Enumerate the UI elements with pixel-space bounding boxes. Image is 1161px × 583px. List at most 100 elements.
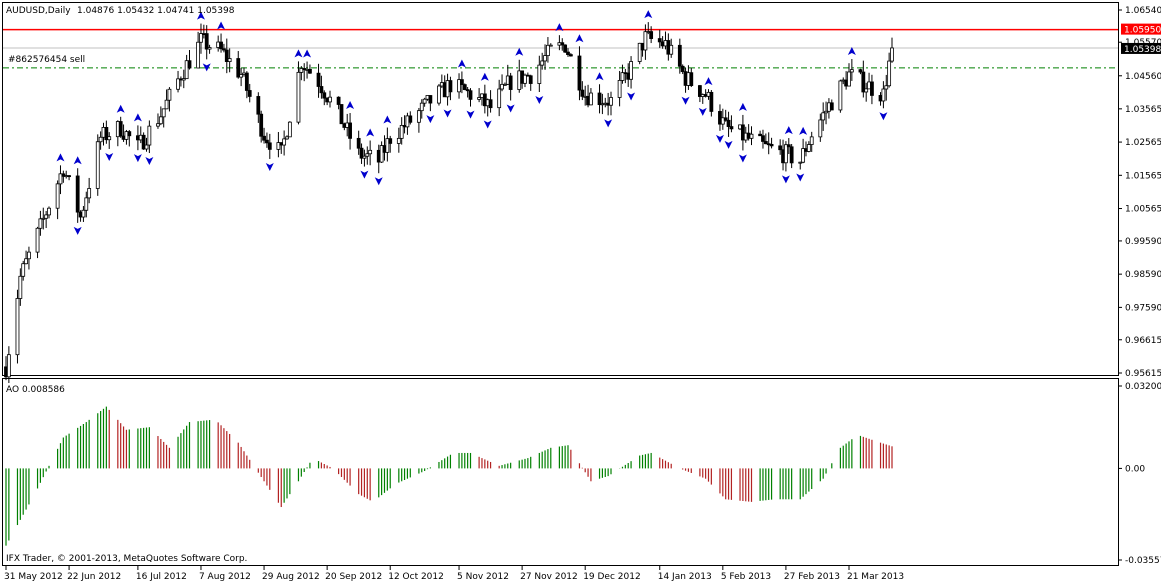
candle [356,130,361,155]
candle [488,90,493,113]
date-tick-label: 7 Aug 2012 [199,572,251,582]
candle [144,137,149,152]
candle [38,210,43,236]
candle [726,111,731,137]
candle [497,79,502,117]
fractal-down-icon [360,170,369,179]
candle [763,133,768,145]
date-tick-label: 5 Feb 2013 [721,572,771,582]
ao-tick-label: -0.035576 [1125,556,1161,566]
candle [806,141,811,153]
fractal-up-icon [196,11,205,20]
candle [778,139,783,155]
candle [540,52,545,70]
candle [379,141,384,164]
candle [500,74,504,92]
candle [677,38,682,74]
candle [419,99,424,119]
candle [267,133,272,159]
fractal-down-icon [681,96,690,105]
fractal-up-icon [303,49,312,58]
candle [523,73,527,88]
main-chart-frame [2,2,1119,376]
candle [61,170,66,183]
ohlc-readout: 1.04876 1.05432 1.04741 1.05398 [77,6,235,16]
candle [265,132,269,148]
fractal-up-icon [595,72,604,81]
fractal-down-icon [724,140,733,149]
candle [359,143,364,164]
candle [563,44,568,54]
fractal-down-icon [73,226,82,235]
candle [365,146,370,165]
date-tick-label: 19 Dec 2012 [583,572,641,582]
candle [847,63,851,87]
candle [838,79,843,113]
candle [199,23,203,54]
fractal-up-icon [784,126,793,135]
candle [247,83,252,103]
fractal-up-icon [515,47,524,56]
candle [316,63,321,98]
candle [809,131,814,152]
date-axis: 31 May 2012 22 Jun 2012 16 Jul 2012 7 Aug 2… [4,566,904,582]
candle [256,92,261,123]
fractal-up-icon [644,10,653,19]
price-tick-label: 0.96615 [1125,336,1161,346]
candle [798,161,803,170]
candle [858,68,863,75]
price-tick-label: 1.03565 [1125,105,1161,115]
candle [207,44,212,54]
candle [141,132,146,150]
candle [222,43,226,53]
price-tick-label: 1.04560 [1125,72,1161,82]
candle [462,83,467,91]
fractal-up-icon [847,47,856,56]
fractal-down-icon [738,154,747,163]
candle [348,113,352,150]
fractal-up-icon [799,126,808,135]
candle [336,96,341,110]
candle [296,61,301,125]
candle [821,102,826,131]
candle [769,137,774,149]
candle [448,76,453,101]
price-tick-label: 0.98590 [1125,270,1161,280]
candle [158,106,163,126]
oscillator-frame [2,378,1119,566]
candle [104,120,109,144]
resistance-price-tag [1121,23,1161,35]
candle [643,24,648,60]
candle [408,111,413,125]
fractal-up-icon [555,23,564,32]
fractal-up-icon [346,101,355,110]
fractal-down-icon [535,96,544,105]
ao-title: AO 0.008586 [6,385,65,395]
candle [749,126,754,146]
candle [322,90,327,106]
fractal-down-icon [133,154,142,163]
candle [399,117,404,145]
candle [196,31,201,69]
candle [339,104,344,125]
fractal-down-icon [698,107,707,116]
price-tick-label: 1.02565 [1125,138,1161,148]
date-tick-label: 12 Oct 2012 [388,572,444,582]
candle [319,75,324,99]
candle [437,83,441,106]
candle [537,55,542,93]
candle [396,127,401,153]
candle [465,86,470,98]
candle [285,135,289,140]
candle [568,53,573,57]
candle [98,131,103,150]
candle [75,168,80,223]
candle [181,69,186,89]
candle [259,110,264,143]
candle [15,289,20,364]
candle [219,33,223,53]
candle [58,165,63,195]
candle [84,191,89,218]
candle [881,81,886,109]
price-tick-label: 0.97590 [1125,303,1161,313]
